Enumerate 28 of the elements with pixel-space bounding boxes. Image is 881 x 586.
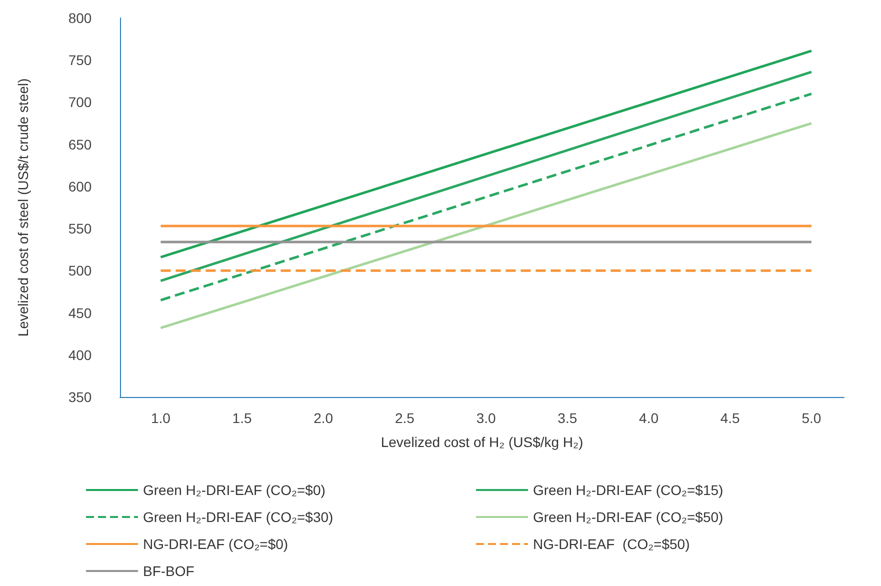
legend-label: Green H₂-DRI-EAF (CO₂=$30) <box>143 509 334 525</box>
y-tick-label: 700 <box>68 94 92 110</box>
y-tick-label: 550 <box>68 220 92 237</box>
legend-label: BF-BOF <box>143 563 194 579</box>
legend-label: Green H₂-DRI-EAF (CO₂=$0) <box>143 482 326 498</box>
x-tick-label: 4.5 <box>720 410 740 426</box>
y-tick-label: 500 <box>68 262 92 279</box>
x-tick-label: 3.0 <box>476 410 496 426</box>
y-tick-label: 400 <box>68 346 92 363</box>
y-tick-label: 750 <box>68 52 92 68</box>
legend-label: NG-DRI-EAF (CO₂=$50) <box>533 536 690 552</box>
x-tick-label: 1.0 <box>150 410 171 426</box>
x-tick-label: 3.5 <box>558 410 578 426</box>
x-tick-label: 5.0 <box>802 410 822 426</box>
legend-label: Green H₂-DRI-EAF (CO₂=$50) <box>533 509 724 525</box>
y-tick-label: 450 <box>68 304 92 321</box>
x-tick-label: 2.5 <box>394 410 415 426</box>
y-tick-label: 600 <box>68 178 92 194</box>
legend-label: NG-DRI-EAF (CO₂=$0) <box>143 536 288 552</box>
y-tick-label: 800 <box>68 10 92 26</box>
y-tick-label: 650 <box>68 136 92 152</box>
x-tick-label: 4.0 <box>639 410 659 426</box>
legend-label: Green H₂-DRI-EAF (CO₂=$15) <box>533 482 724 498</box>
y-tick-label: 350 <box>68 389 92 405</box>
x-axis-title: Levelized cost of H₂ (US$/kg H₂) <box>380 434 584 450</box>
x-tick-label: 2.0 <box>314 410 334 426</box>
y-axis-title: Levelized cost of steel (US$/t crude steel) <box>15 78 31 337</box>
x-tick-label: 1.5 <box>232 410 252 426</box>
